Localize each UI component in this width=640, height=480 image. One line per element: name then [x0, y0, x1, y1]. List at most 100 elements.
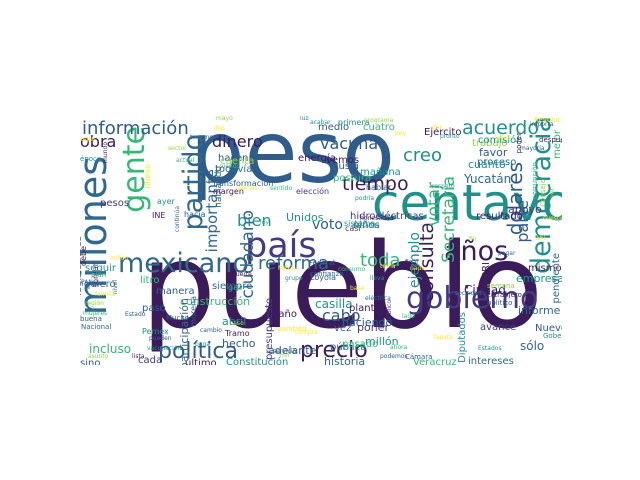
word-cloud-word: elección [296, 187, 330, 196]
word-cloud-word: podemos [380, 353, 408, 360]
word-cloud-word: caso [230, 320, 244, 327]
word-cloud-word: proceso [477, 157, 517, 168]
word-cloud-word: construcción [180, 295, 251, 308]
word-cloud-word: Yucatán [464, 172, 512, 186]
word-cloud-word: precio [300, 338, 368, 363]
word-cloud-word: quiero [84, 279, 116, 290]
word-cloud-word: margen [213, 187, 244, 196]
word-cloud-word: dinero [212, 132, 263, 151]
word-cloud-word: medio [318, 122, 350, 133]
word-cloud-word: compra [295, 329, 318, 336]
word-cloud-word: litro [140, 275, 160, 286]
word-cloud-word: Mucho [166, 314, 190, 322]
word-cloud-word: manera [156, 286, 195, 297]
word-cloud-word: postura [333, 173, 372, 184]
word-cloud-word: cuatro [363, 122, 395, 133]
word-cloud-word: mismo [528, 263, 562, 274]
word-cloud-word: último [185, 358, 217, 366]
word-cloud-word: tenemos [190, 134, 217, 141]
word-cloud-word: mejor [552, 130, 562, 159]
word-cloud-word: Nuevo León [535, 323, 562, 334]
word-cloud-word: siempre [212, 281, 253, 292]
word-cloud-word: plan [91, 271, 107, 279]
word-cloud-word: debe [80, 246, 88, 266]
word-cloud-word: Tramo [225, 329, 250, 338]
word-cloud-word: sino [80, 358, 101, 366]
word-cloud-word: consumo [338, 266, 366, 273]
word-cloud-word: bien [237, 211, 272, 230]
word-cloud-word: todavía [215, 164, 253, 175]
word-cloud-word: pueblo [141, 217, 544, 355]
word-cloud-word: hacen [218, 153, 249, 164]
word-cloud-word: ayer [157, 197, 175, 206]
word-cloud-word: Estado [125, 311, 146, 318]
word-cloud-word: público [386, 300, 393, 322]
word-cloud-word: México [278, 265, 299, 272]
word-cloud-word: personas [352, 223, 380, 230]
word-cloud-word: sistema [344, 219, 376, 228]
word-cloud-word: eléctrica [365, 295, 391, 302]
word-cloud-word: pronto [440, 133, 460, 140]
word-cloud-word: servicio [273, 348, 297, 355]
word-cloud-word: mexicano [118, 248, 249, 279]
word-cloud-word: Transformación [212, 179, 274, 188]
word-cloud-word: Constitución [226, 357, 289, 366]
word-cloud-word: pasado [342, 339, 379, 350]
word-cloud-word: Revolución [534, 116, 562, 124]
word-cloud-word: vez [334, 323, 352, 334]
word-cloud-word: dijo [214, 125, 225, 132]
word-cloud-word: sector [168, 145, 187, 152]
word-cloud-word: dar [432, 124, 442, 131]
word-cloud-word: avance [480, 322, 517, 333]
word-cloud-word: trabajo [472, 138, 508, 149]
word-cloud-word: grupo [285, 275, 303, 282]
word-cloud-word: gobierno [406, 281, 539, 316]
word-cloud-word: Gobernación [543, 332, 562, 340]
word-cloud-word: daño [272, 309, 297, 320]
word-cloud-word: pendiente [551, 253, 562, 304]
word-cloud-word: mundo [102, 142, 109, 163]
word-cloud-word: fin [469, 236, 477, 243]
word-cloud-word: gracias [236, 185, 258, 192]
word-cloud-word: pagar [498, 250, 516, 257]
word-cloud-word: informe [518, 304, 561, 317]
word-cloud-word: millón [110, 255, 129, 262]
word-cloud-word: hoy [395, 130, 407, 137]
word-cloud-word: programa [364, 117, 394, 124]
word-cloud-word: morena [189, 296, 198, 327]
word-cloud-word: base [350, 285, 365, 292]
word-cloud-word: viendo [220, 163, 241, 170]
word-cloud-word: después [539, 136, 562, 144]
word-cloud-word: continúa [174, 206, 181, 233]
word-cloud-word: cuánto [468, 158, 506, 171]
word-cloud-word: Diputados [457, 312, 468, 363]
word-cloud-word: Rusia [332, 161, 359, 172]
word-cloud-word: abril [222, 315, 247, 328]
word-cloud-word: millón [365, 335, 399, 348]
word-cloud-word: poner [357, 321, 389, 334]
word-cloud-word: vacunación [147, 345, 182, 352]
word-cloud-word: acabar [310, 119, 331, 126]
word-cloud-word: tema [380, 263, 396, 270]
word-cloud-word: resultado [476, 211, 523, 222]
word-cloud-word: aquí [80, 135, 96, 143]
word-cloud-word: cabo [322, 306, 361, 325]
word-cloud-word: creo [403, 145, 442, 166]
word-cloud-word: pueden [149, 335, 172, 342]
word-cloud-word: información [82, 118, 189, 139]
word-cloud-word: primera [338, 118, 370, 127]
word-cloud-word: honestidad [360, 215, 394, 222]
word-cloud-word: Unidos [286, 211, 324, 224]
word-cloud-word: Cámara [405, 353, 433, 361]
word-cloud-word: energía [298, 153, 336, 164]
word-cloud-word: ahora [390, 344, 408, 351]
word-cloud-word: niños [353, 220, 380, 231]
word-cloud-word: sociedad [455, 290, 482, 297]
word-cloud-word: cambio [200, 327, 222, 334]
word-cloud-word: extranjero [486, 291, 522, 299]
word-cloud-word: mayo [216, 116, 233, 122]
word-cloud-word: cada [138, 355, 163, 366]
word-cloud-word: voto [312, 217, 343, 233]
word-cloud-word: cuenta [220, 156, 255, 167]
word-cloud-word: semana [487, 282, 515, 290]
